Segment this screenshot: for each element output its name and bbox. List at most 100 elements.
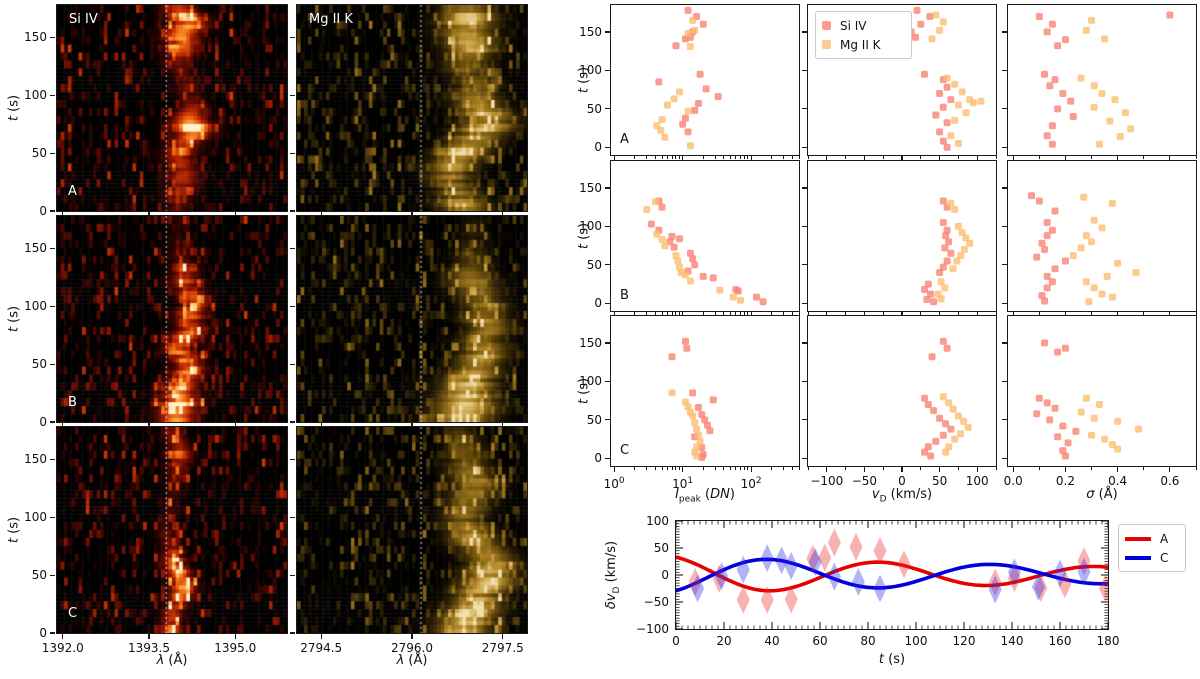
velocity-diamond-C	[715, 562, 729, 591]
data-point-mg	[691, 419, 699, 427]
data-point-mg	[729, 293, 737, 301]
data-point-mg	[1095, 400, 1103, 408]
data-point-mg	[686, 142, 694, 150]
tick-mark	[1002, 31, 1007, 33]
tick-label: 0	[39, 626, 47, 640]
tick-mark	[320, 423, 322, 428]
tick-mark	[714, 312, 716, 315]
tick-mark	[50, 632, 55, 634]
tick-mark	[791, 467, 793, 470]
tick-mark	[671, 156, 673, 159]
scatter-panel-letter-B: B	[620, 288, 629, 303]
legend-label: A	[1160, 531, 1169, 546]
tick-mark	[1143, 156, 1145, 159]
tick-mark	[1002, 264, 1007, 266]
data-point-si	[1069, 113, 1077, 121]
tick-mark	[807, 467, 809, 470]
legend-entry-si: Si IV	[822, 16, 905, 35]
tick-mark	[411, 634, 413, 639]
scatter-panel-vd-B	[807, 160, 997, 312]
panel-letter-B: B	[68, 395, 77, 410]
tick-mark	[743, 156, 745, 159]
tick-mark	[771, 312, 773, 315]
data-point-si	[1043, 232, 1051, 240]
data-point-si	[942, 232, 950, 240]
panel-letter-C: C	[68, 606, 78, 621]
spectrogram-si-C	[56, 426, 288, 634]
data-point-mg	[942, 448, 950, 456]
data-point-si	[1051, 404, 1059, 412]
velocity-diamond-C	[851, 568, 865, 597]
data-point-si	[928, 353, 936, 361]
scatter-legend: Si IV Mg II K	[815, 11, 912, 59]
data-point-si	[1059, 89, 1067, 97]
data-point-si	[1038, 292, 1046, 300]
data-point-mg	[941, 284, 949, 292]
data-point-mg	[1090, 103, 1098, 111]
data-point-si	[1046, 416, 1054, 424]
data-point-mg	[966, 239, 974, 247]
tick-mark	[634, 467, 636, 470]
tick-mark	[661, 156, 663, 159]
tick-mark	[666, 467, 668, 470]
scatter-plot-ipeak-C	[668, 337, 717, 462]
tick-label: 150	[579, 180, 602, 195]
data-point-mg	[675, 263, 683, 271]
tick-mark	[654, 156, 656, 159]
tick-mark	[290, 152, 295, 154]
velocity-diamond-A	[688, 568, 702, 597]
spectrogram-si-B	[56, 215, 288, 423]
scatter-panel-letter-C: C	[620, 443, 630, 458]
tick-mark	[723, 312, 725, 315]
data-point-si	[670, 243, 678, 251]
tick-mark	[234, 634, 236, 639]
tick-label: 120	[952, 634, 976, 648]
siiv-time-axis-label-a: t (s)	[6, 94, 22, 122]
tick-mark	[290, 574, 295, 576]
data-point-si	[926, 13, 934, 21]
data-point-si	[1035, 197, 1043, 205]
tick-mark	[863, 467, 865, 470]
velocity-diamond-A	[897, 550, 911, 579]
data-point-mg	[1098, 89, 1106, 97]
tick-mark	[682, 312, 684, 317]
tick-label: 1392.0	[41, 641, 84, 655]
tick-mark	[747, 156, 749, 159]
data-point-mg	[1077, 408, 1085, 416]
tick-mark	[613, 156, 615, 161]
tick-mark	[1091, 467, 1093, 470]
data-point-mg	[937, 295, 945, 303]
data-point-si	[701, 416, 709, 424]
tick-mark	[605, 31, 610, 33]
spectrogram-canvas-si-C	[57, 427, 287, 633]
data-point-mg	[1098, 224, 1106, 232]
tick-mark	[62, 423, 64, 428]
tick-mark	[882, 312, 884, 315]
data-point-mg	[1088, 431, 1096, 439]
tick-mark	[1012, 156, 1014, 159]
data-point-mg	[1101, 435, 1109, 443]
tick-mark	[605, 457, 610, 459]
tick-mark	[634, 312, 636, 315]
data-point-si	[939, 137, 947, 145]
data-point-si	[939, 263, 947, 271]
tick-mark	[1195, 156, 1197, 159]
tick-mark	[1117, 467, 1119, 470]
spectrogram-si-A	[56, 4, 288, 212]
tick-mark	[714, 156, 716, 159]
data-point-mg	[1111, 96, 1119, 104]
tick-mark	[678, 312, 680, 315]
data-point-mg	[661, 242, 669, 250]
data-point-mg	[1122, 109, 1129, 117]
tick-label: 2797.5	[481, 641, 524, 655]
tick-label: −100	[810, 474, 844, 488]
data-point-mg	[716, 286, 724, 294]
tick-mark	[675, 156, 677, 159]
tick-label: 100	[965, 474, 989, 488]
tick-mark	[845, 312, 847, 315]
tick-mark	[290, 210, 295, 212]
tick-mark	[802, 69, 807, 71]
tick-mark	[845, 156, 847, 159]
data-point-mg	[939, 393, 947, 401]
data-point-mg	[1098, 290, 1106, 298]
